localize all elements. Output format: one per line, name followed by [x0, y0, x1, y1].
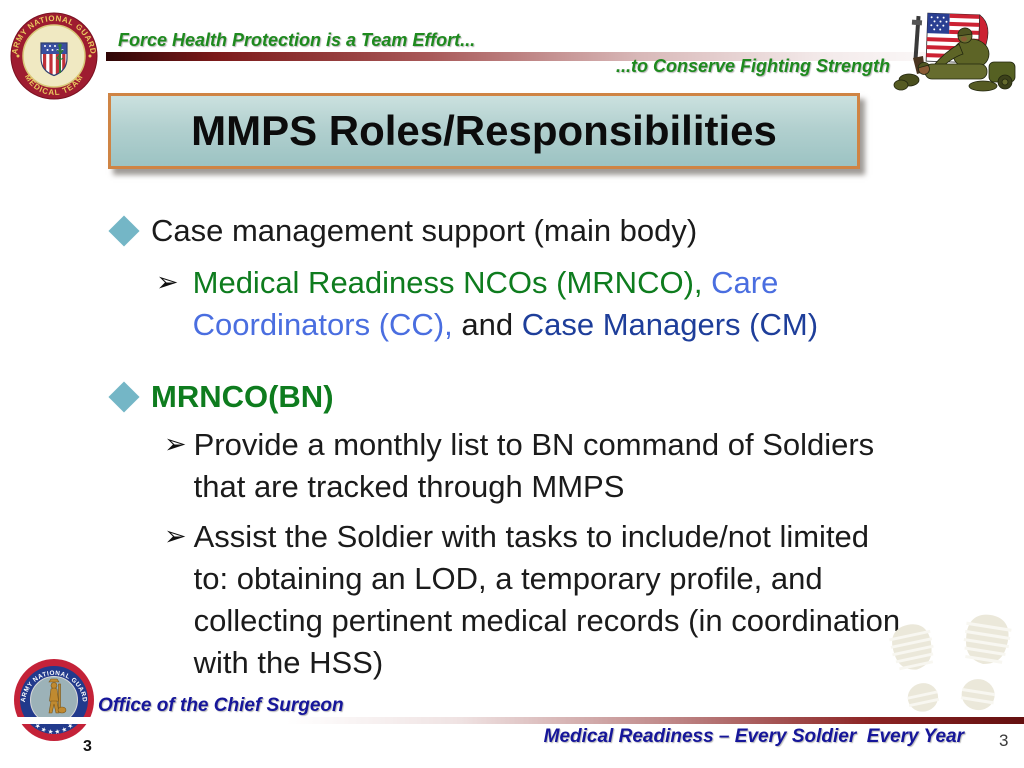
footer-motto-label: Medical Readiness – Every Soldier Every … — [543, 726, 964, 747]
footprint-watermark-icon — [889, 624, 940, 712]
text-run: Assist the Soldier with tasks to include… — [193, 519, 870, 554]
bullet-text: MRNCO(BN) — [151, 376, 334, 418]
text-run: Coordinators (CC), — [192, 307, 462, 342]
text-run: Case management support (main body) — [151, 213, 698, 248]
header-divider-bar — [106, 52, 1024, 61]
bullet-text: Case management support (main body) — [151, 210, 697, 252]
soldier-flag-clipart — [893, 12, 1016, 92]
diamond-bullet-icon — [108, 215, 140, 247]
bullet-item: Case management support (main body) — [0, 210, 1024, 252]
diamond-bullet-icon — [108, 381, 140, 413]
slide-title: MMPS Roles/Responsibilities — [191, 107, 777, 154]
arrow-bullet-icon: ➢ — [156, 267, 179, 298]
text-run: Medical Readiness NCOs (MRNCO), — [192, 265, 712, 300]
arrow-bullet-icon: ➢ — [164, 521, 187, 552]
text-run: that are tracked through MMPS — [193, 469, 625, 504]
text-run: to: obtaining an LOD, a temporary profil… — [193, 561, 823, 596]
page-number-right: 3 — [999, 731, 1009, 750]
bullet-text: Medical Readiness NCOs (MRNCO), Care Coor… — [193, 262, 818, 346]
sub-bullet-item: ➢ Provide a monthly list to BN command of… — [0, 424, 1024, 508]
slide-title-box: MMPS Roles/Responsibilities — [108, 93, 860, 169]
sub-bullet-item: ➢ Assist the Soldier with tasks to includ… — [0, 516, 1024, 684]
arrow-bullet-icon: ➢ — [164, 429, 187, 460]
page-number-left: 3 — [83, 738, 92, 755]
text-run: collecting pertinent medical records (in… — [193, 603, 901, 638]
header-tagline-right: ...to Conserve Fighting Strength — [616, 56, 890, 76]
text-run: Case Managers (CM) — [521, 307, 819, 342]
footer-divider-bar — [0, 717, 1024, 724]
text-run: Care — [711, 265, 779, 300]
bullet-item: MRNCO(BN) — [0, 376, 1024, 418]
header-tagline-left: Force Health Protection is a Team Effort… — [118, 30, 476, 50]
sub-bullet-item: ➢ Medical Readiness NCOs (MRNCO), Care Coo… — [0, 262, 1024, 346]
text-run: MRNCO(BN) — [151, 379, 334, 414]
footer-office-label: Office of the Chief Surgeon — [98, 695, 344, 716]
army-national-guard-medical-team-seal-icon: ARMY NATIONAL GUARD MEDICAL TEAM — [10, 12, 98, 100]
slide-body: Case management support (main body) ➢ Medi… — [0, 204, 1024, 684]
army-national-guard-seal-icon: ARMY NATIONAL GUARD ★ ★ ★ ★ ★ ★ — [14, 659, 94, 741]
text-run: with the HSS) — [193, 645, 384, 680]
footprint-watermark-icon — [960, 614, 1012, 711]
bullet-text: Provide a monthly list to BN command of … — [194, 424, 875, 508]
text-run: Provide a monthly list to BN command of … — [193, 427, 875, 462]
text-run: and — [461, 307, 522, 342]
bullet-text: Assist the Soldier with tasks to include… — [194, 516, 900, 684]
